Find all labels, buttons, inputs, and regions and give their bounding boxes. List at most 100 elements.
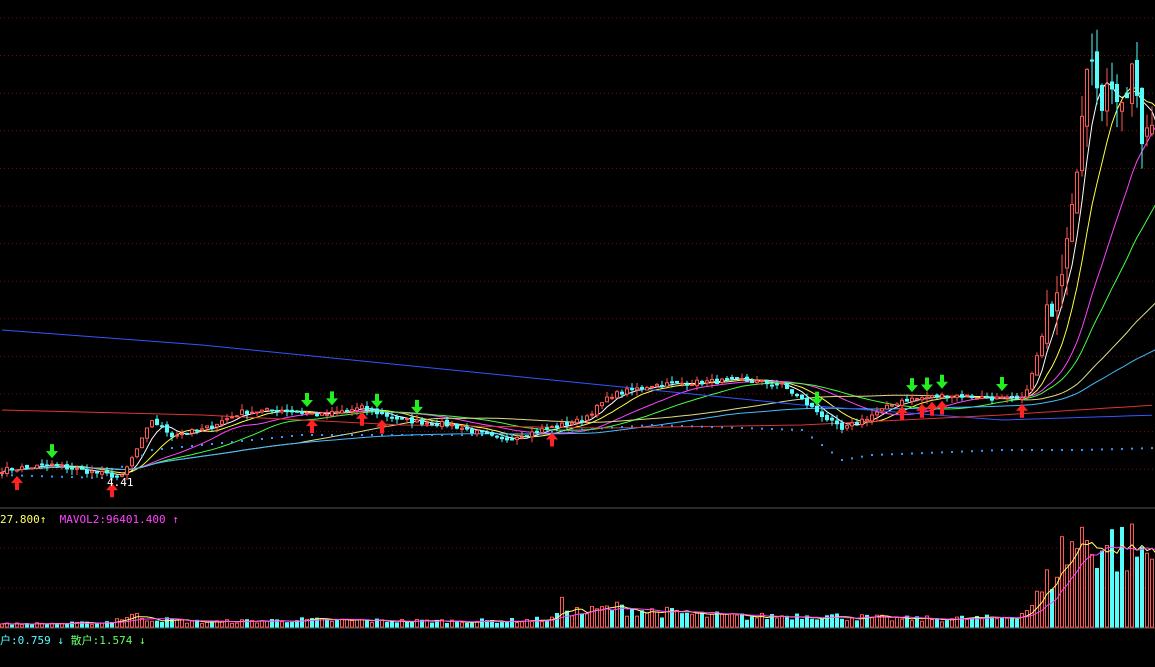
volume-bar	[230, 623, 234, 628]
indicator-dot	[1101, 448, 1103, 451]
sell-arrow-icon	[811, 391, 823, 406]
volume-bar	[520, 621, 524, 628]
indicator-dot	[261, 438, 263, 440]
volume-bar	[815, 619, 819, 628]
indicator-dot	[1131, 447, 1133, 450]
indicator-dot	[581, 428, 583, 431]
indicator-dot	[461, 434, 463, 436]
candle-body	[975, 397, 979, 400]
candle-body	[705, 380, 709, 384]
volume-bar	[425, 619, 429, 628]
candle-body	[760, 380, 764, 383]
indicator-dot	[991, 449, 993, 452]
candle-body	[1020, 397, 1024, 400]
candle-body	[195, 429, 199, 432]
indicator-dot	[611, 426, 613, 429]
volume-bar	[335, 619, 339, 628]
indicator2-arrow: ↓	[139, 634, 146, 647]
volume-bar	[390, 621, 394, 628]
indicator-dot	[761, 427, 763, 430]
volume-bar	[400, 619, 404, 628]
volume-bar	[830, 614, 834, 628]
mavol1-arrow: ↑	[39, 513, 47, 526]
indicator-dot	[851, 457, 853, 460]
volume-bar	[960, 615, 964, 628]
candle-body	[425, 422, 429, 425]
candle-body	[855, 421, 859, 425]
indicator-dot	[961, 450, 963, 453]
volume-bar	[15, 622, 19, 628]
volume-bar	[430, 622, 434, 628]
candle-body	[610, 396, 614, 399]
volume-bar	[500, 621, 504, 628]
candle-body	[605, 396, 609, 403]
volume-bar	[1125, 570, 1129, 628]
volume-bar	[910, 620, 914, 628]
volume-bar	[470, 621, 474, 628]
candle-body	[5, 466, 9, 475]
candle-body	[695, 379, 699, 387]
volume-bar	[1070, 541, 1074, 628]
volume-bar	[245, 619, 249, 628]
volume-bar	[150, 620, 154, 628]
candle-body	[925, 396, 929, 400]
volume-bar	[765, 619, 769, 628]
volume-bar	[100, 622, 104, 628]
candle-body	[875, 411, 879, 416]
candle-body	[130, 457, 134, 467]
volume-bar	[70, 621, 74, 628]
indicator-dot	[341, 434, 343, 436]
indicator-dot	[601, 427, 603, 430]
candle-body	[770, 384, 774, 387]
candle-body	[810, 402, 814, 407]
candle-body	[205, 425, 209, 429]
indicator-dot	[931, 451, 933, 454]
volume-bar	[1055, 576, 1059, 628]
candle-body	[90, 470, 94, 474]
volume-bar	[480, 618, 484, 628]
volume-bar	[745, 619, 749, 628]
indicator-dot	[791, 428, 793, 431]
indicator-dot	[691, 425, 693, 428]
volume-bar	[235, 622, 239, 628]
candle-body	[680, 382, 684, 385]
candle-body	[920, 397, 924, 401]
candle-body	[325, 413, 329, 416]
volume-bar	[185, 622, 189, 628]
indicator2-value: 1.574	[99, 634, 133, 647]
indicator-dot	[771, 428, 773, 430]
indicator-dot	[71, 476, 73, 479]
volume-bar	[985, 614, 989, 628]
candle-body	[850, 422, 854, 427]
volume-bar	[515, 622, 519, 628]
volume-bar	[120, 619, 124, 628]
volume-bar	[840, 618, 844, 628]
volume-bar	[1095, 567, 1099, 628]
candle-body	[175, 434, 179, 437]
candle-body	[275, 410, 279, 413]
candle-body	[1140, 87, 1144, 145]
indicator-dot	[411, 434, 413, 436]
indicator-dot	[901, 452, 903, 455]
candle-body	[1120, 102, 1124, 112]
candle-body	[970, 395, 974, 399]
candle-body	[190, 428, 194, 434]
candle-body	[265, 408, 269, 411]
volume-bar	[345, 618, 349, 628]
volume-bar	[385, 621, 389, 628]
volume-bar	[1015, 618, 1019, 628]
indicator-dot	[651, 424, 653, 426]
candle-body	[965, 394, 969, 397]
candle-body	[870, 414, 874, 422]
volume-bar	[1120, 526, 1124, 628]
candle-body	[1035, 355, 1039, 376]
buy-arrow-icon	[896, 406, 908, 421]
volume-bar	[415, 618, 419, 628]
ma120-line	[1, 349, 1155, 473]
volume-bar	[560, 596, 564, 628]
candle-body	[295, 410, 299, 413]
indicator-dot	[471, 434, 473, 436]
volume-bar	[35, 622, 39, 628]
indicator-dot	[391, 434, 393, 436]
indicator-dot	[451, 434, 453, 436]
